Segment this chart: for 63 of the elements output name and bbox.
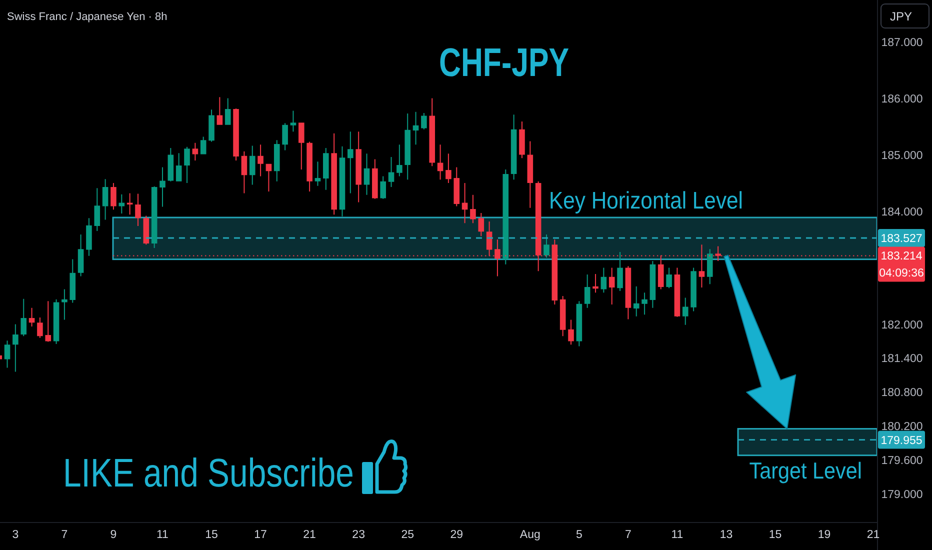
candlestick <box>290 110 296 132</box>
x-tick-label: 21 <box>303 529 316 541</box>
x-tick-label: 15 <box>768 529 782 541</box>
y-tick-label: 179.600 <box>881 454 923 467</box>
candlestick <box>404 114 410 180</box>
x-tick-label: 19 <box>818 529 831 541</box>
candlestick <box>298 122 304 170</box>
band-label: Target Level <box>749 457 862 484</box>
band-label: Key Horizontal Level <box>549 187 743 214</box>
x-tick-label: 21 <box>866 529 880 541</box>
y-tick-label: 182.000 <box>881 319 923 332</box>
x-tick-label: 23 <box>352 529 365 541</box>
x-tick-label: 9 <box>110 529 117 541</box>
candlestick <box>608 268 615 304</box>
x-tick-label: 5 <box>576 529 582 541</box>
y-axis-title: JPY <box>890 10 912 24</box>
candlestick <box>348 132 354 194</box>
y-tick-label: 187.000 <box>881 36 923 49</box>
y-tick-label: 180.800 <box>881 387 923 400</box>
ref-line-label: 179.955 <box>880 434 922 447</box>
y-tick-label: 179.000 <box>881 488 923 501</box>
candlestick <box>396 144 402 176</box>
x-tick-label: Aug <box>520 529 540 541</box>
candlestick <box>224 98 231 125</box>
y-tick-label: 181.400 <box>881 353 923 366</box>
ref-line-label: 183.214 04:09:36 <box>879 250 924 280</box>
x-tick-label: 7 <box>61 529 68 541</box>
x-tick-label: 11 <box>156 529 168 541</box>
x-tick-label: 13 <box>720 529 733 541</box>
x-tick-label: 3 <box>12 529 19 541</box>
x-tick-label: 17 <box>254 529 267 541</box>
x-tick-label: 11 <box>671 529 684 541</box>
candlestick <box>592 274 598 293</box>
y-tick-label: 186.000 <box>881 93 923 106</box>
candlestick <box>706 249 713 284</box>
x-tick-label: 29 <box>450 529 464 541</box>
text: Swiss Franc / Japanese Yen · 8h <box>7 11 168 23</box>
candlestick <box>356 132 362 202</box>
annotation: LIKE and Subscribe <box>63 450 354 496</box>
candlestick <box>94 188 100 232</box>
candlestick <box>682 298 688 325</box>
candlestick <box>446 154 452 184</box>
candlestick <box>45 301 52 342</box>
candlestick <box>314 162 321 186</box>
y-tick-label: 185.000 <box>881 150 923 162</box>
candlestick <box>20 298 27 336</box>
candlestick <box>633 286 640 316</box>
y-tick-label: 180.200 <box>881 420 923 433</box>
candlestick <box>12 324 18 372</box>
candlestick <box>62 289 68 320</box>
candlestick <box>126 193 133 215</box>
candlestick <box>323 148 329 190</box>
candlestick <box>258 144 264 176</box>
x-tick-label: 7 <box>624 529 632 541</box>
candlestick <box>184 146 190 184</box>
text: CHF-JPY <box>438 40 570 86</box>
candlestick <box>160 167 166 207</box>
x-tick-label: 25 <box>401 529 414 541</box>
candlestick <box>642 292 648 315</box>
x-tick-label: 15 <box>205 529 218 541</box>
candlestick <box>135 194 141 226</box>
ref-line-label: 183.527 <box>880 233 922 246</box>
y-tick-label: 184.000 <box>881 206 923 218</box>
